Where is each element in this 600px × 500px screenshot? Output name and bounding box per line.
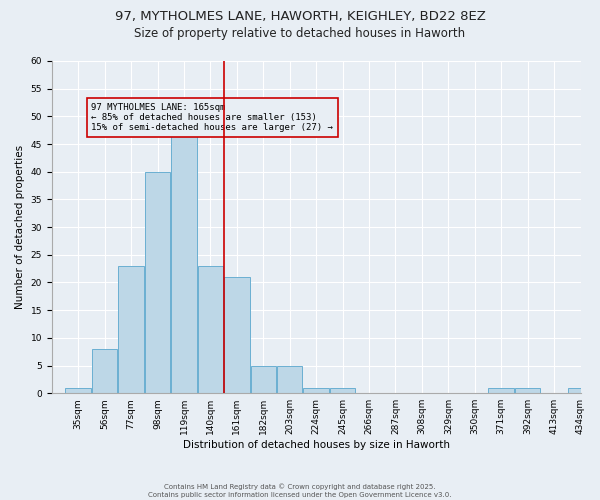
Bar	[251, 366, 276, 393]
X-axis label: Distribution of detached houses by size in Haworth: Distribution of detached houses by size …	[182, 440, 449, 450]
Bar	[515, 388, 541, 393]
Y-axis label: Number of detached properties: Number of detached properties	[15, 145, 25, 309]
Bar	[197, 266, 223, 393]
Bar	[118, 266, 144, 393]
Bar	[488, 388, 514, 393]
Bar	[224, 277, 250, 393]
Bar	[145, 172, 170, 393]
Bar	[568, 388, 593, 393]
Text: Size of property relative to detached houses in Haworth: Size of property relative to detached ho…	[134, 28, 466, 40]
Text: Contains HM Land Registry data © Crown copyright and database right 2025.
Contai: Contains HM Land Registry data © Crown c…	[148, 484, 452, 498]
Text: 97, MYTHOLMES LANE, HAWORTH, KEIGHLEY, BD22 8EZ: 97, MYTHOLMES LANE, HAWORTH, KEIGHLEY, B…	[115, 10, 485, 23]
Bar	[277, 366, 302, 393]
Bar	[171, 122, 197, 393]
Bar	[304, 388, 329, 393]
Bar	[92, 349, 118, 393]
Text: 97 MYTHOLMES LANE: 165sqm
← 85% of detached houses are smaller (153)
15% of semi: 97 MYTHOLMES LANE: 165sqm ← 85% of detac…	[91, 102, 334, 132]
Bar	[330, 388, 355, 393]
Bar	[65, 388, 91, 393]
